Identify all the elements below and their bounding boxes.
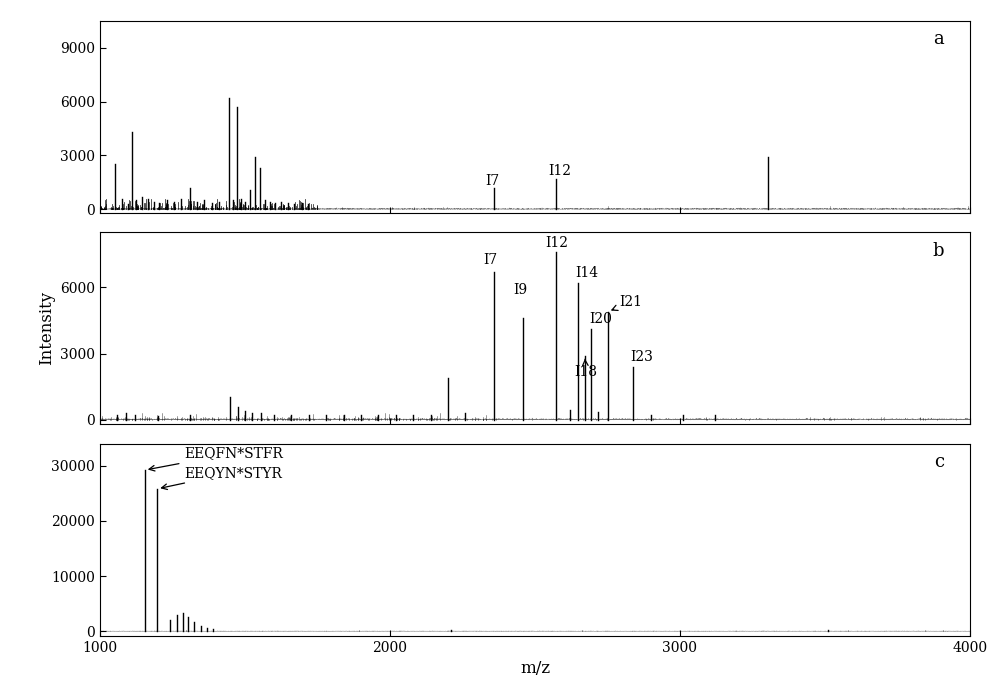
Y-axis label: Intensity: Intensity xyxy=(38,291,55,366)
Text: a: a xyxy=(933,30,944,48)
Text: I9: I9 xyxy=(513,283,527,297)
Text: c: c xyxy=(934,453,944,471)
Text: I20: I20 xyxy=(590,312,612,326)
Text: I21: I21 xyxy=(612,295,642,310)
Text: I12: I12 xyxy=(545,236,568,250)
Text: I23: I23 xyxy=(630,350,653,363)
X-axis label: m/z: m/z xyxy=(520,660,550,677)
Text: I14: I14 xyxy=(576,267,599,281)
Text: I18: I18 xyxy=(574,359,597,379)
Text: I7: I7 xyxy=(486,173,500,187)
Text: EEQFN*STFR: EEQFN*STFR xyxy=(149,446,283,471)
Text: I12: I12 xyxy=(548,164,571,178)
Text: I7: I7 xyxy=(483,253,497,267)
Text: EEQYN*STYR: EEQYN*STYR xyxy=(162,466,282,489)
Text: b: b xyxy=(932,242,944,260)
